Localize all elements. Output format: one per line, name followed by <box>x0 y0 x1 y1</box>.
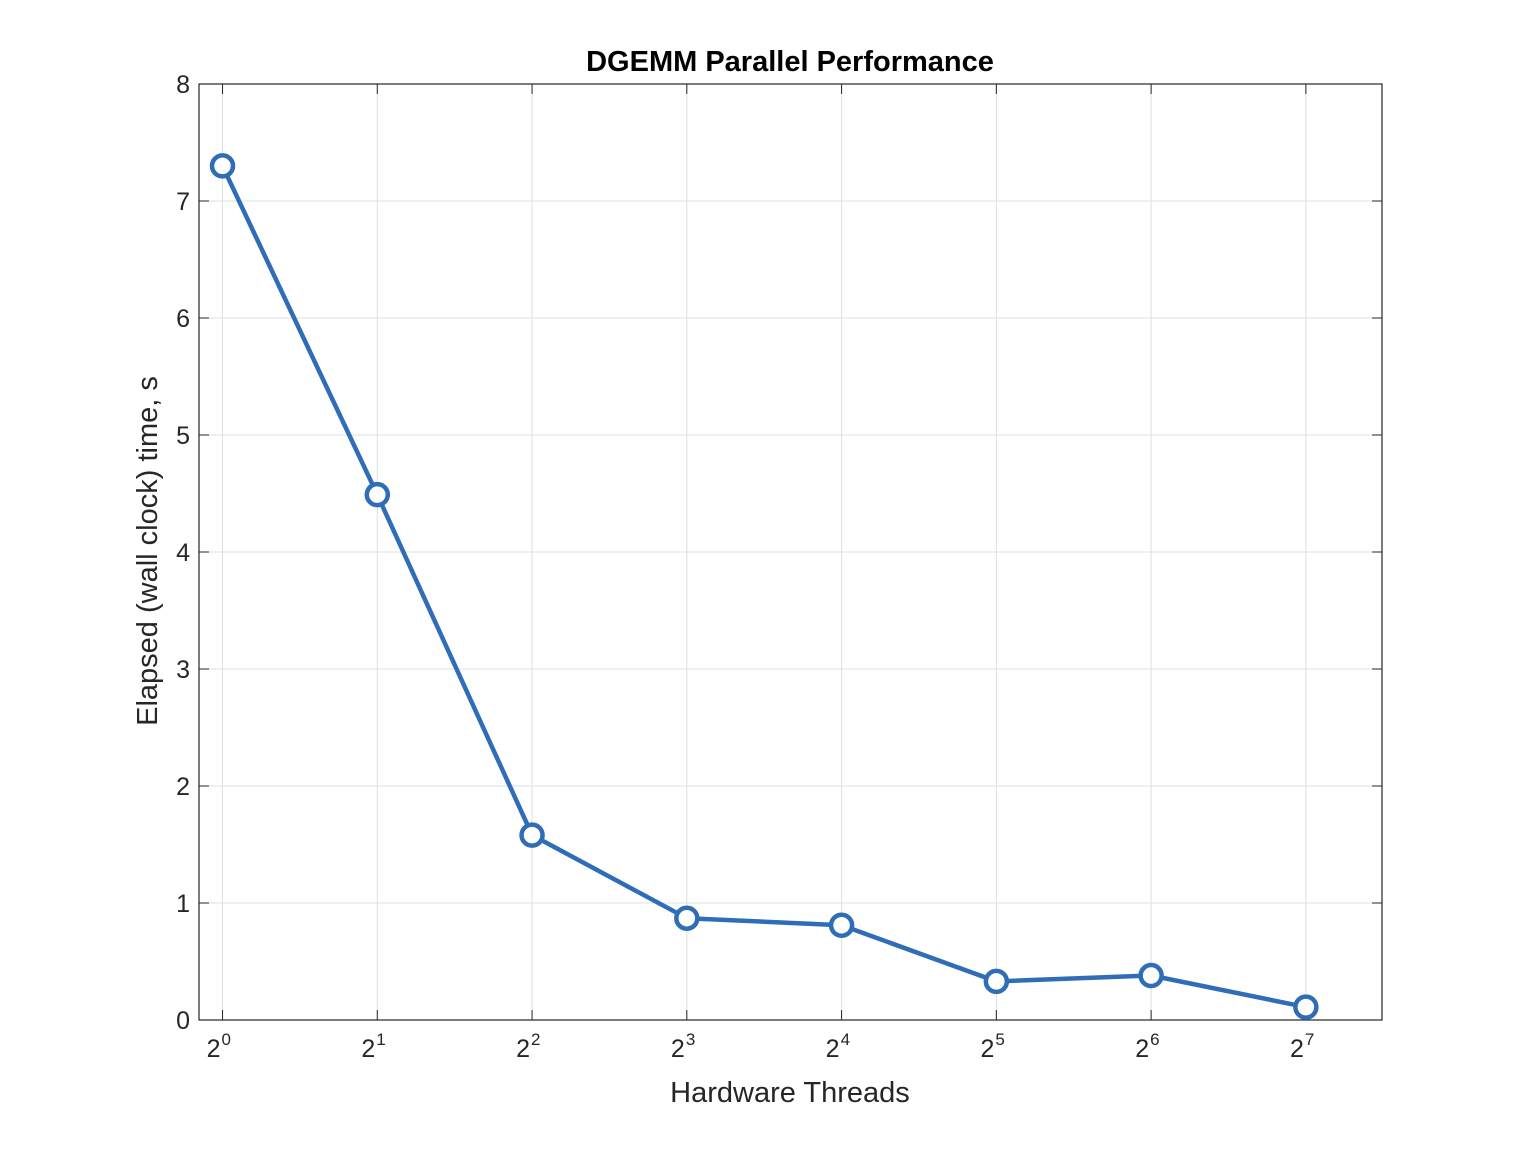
data-point-marker <box>1293 994 1319 1020</box>
x-tick-base: 2 <box>671 1035 685 1063</box>
x-tick-base: 2 <box>516 1035 530 1063</box>
y-tick-label: 0 <box>176 1007 190 1035</box>
y-tick-label: 1 <box>176 890 190 918</box>
x-tick-base: 2 <box>361 1035 375 1063</box>
chart-title: DGEMM Parallel Performance <box>586 46 994 78</box>
data-point-marker <box>674 905 700 931</box>
x-tick-base: 2 <box>1290 1035 1304 1063</box>
y-tick-label: 8 <box>176 71 190 99</box>
data-point-marker <box>1138 962 1164 989</box>
x-tick-exponent: 7 <box>1305 1030 1314 1049</box>
y-tick-label: 7 <box>176 188 190 216</box>
grid-lines <box>199 83 1382 1021</box>
y-tick-label: 2 <box>176 773 190 801</box>
data-point-marker <box>828 912 855 938</box>
x-tick-exponent: 2 <box>531 1030 540 1049</box>
x-axis-label: Hardware Threads <box>670 1077 910 1109</box>
data-point-marker <box>364 481 391 508</box>
y-axis-label: Elapsed (wall clock) time, s <box>132 376 164 726</box>
y-tick-label: 6 <box>176 305 190 333</box>
data-series <box>209 153 1319 1020</box>
y-tick-label: 4 <box>176 539 190 567</box>
x-tick-exponent: 0 <box>222 1030 231 1049</box>
x-tick-exponent: 4 <box>841 1030 850 1049</box>
x-tick-base: 2 <box>980 1035 994 1063</box>
x-tick-exponent: 6 <box>1150 1030 1159 1049</box>
y-tick-label: 5 <box>176 422 190 450</box>
y-tick-label: 3 <box>176 656 190 684</box>
x-tick-exponent: 1 <box>376 1030 385 1049</box>
data-point-marker <box>209 153 236 179</box>
data-point-marker <box>983 968 1010 995</box>
x-tick-base: 2 <box>826 1035 840 1063</box>
x-tick-exponent: 5 <box>995 1030 1004 1049</box>
x-tick-exponent: 3 <box>686 1030 695 1049</box>
y-axis-ticks: 0 1 2 3 4 5 6 7 8 <box>176 71 1382 1035</box>
data-point-marker <box>519 822 545 848</box>
x-tick-base: 2 <box>1135 1035 1149 1063</box>
series-line <box>220 163 1309 1010</box>
x-tick-base: 2 <box>207 1035 221 1063</box>
